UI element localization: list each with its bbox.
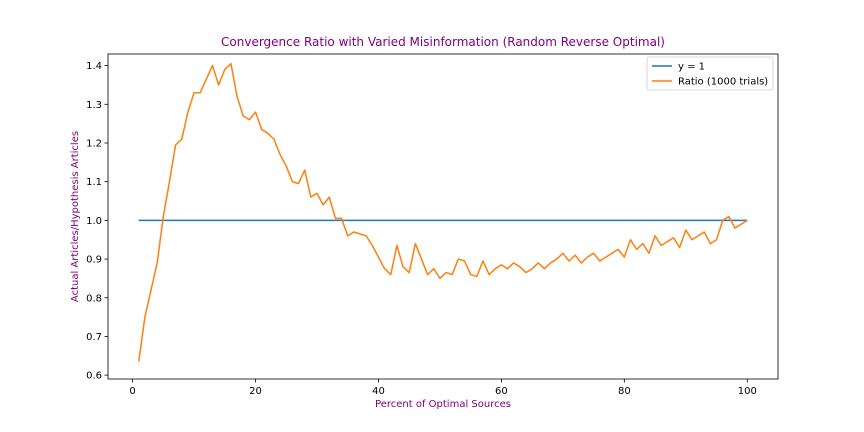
y-tick-label: 1.2 xyxy=(86,138,102,149)
x-tick-label: 60 xyxy=(495,386,508,397)
x-tick-label: 80 xyxy=(618,386,631,397)
axes-frame xyxy=(107,53,779,380)
y-tick-label: 0.6 xyxy=(86,371,102,382)
x-tick-label: 40 xyxy=(372,386,385,397)
x-tick-label: 20 xyxy=(249,386,262,397)
series-line-ratio xyxy=(137,62,748,362)
x-tick-label: 0 xyxy=(129,386,135,397)
y-tick-label: 1.4 xyxy=(86,61,102,72)
y-tick-label: 1.1 xyxy=(86,177,102,188)
y-tick-label: 0.9 xyxy=(86,255,102,266)
y-axis-label: Actual Articles/Hypothesis Articles xyxy=(70,131,81,302)
chart-title: Convergence Ratio with Varied Misinforma… xyxy=(221,35,665,49)
legend-box xyxy=(646,56,774,91)
legend-label: y = 1 xyxy=(678,62,705,73)
y-tick-label: 1.0 xyxy=(86,216,102,227)
y-tick-label: 0.7 xyxy=(86,332,102,343)
x-axis-label: Percent of Optimal Sources xyxy=(375,399,511,410)
legend-label: Ratio (1000 trials) xyxy=(678,77,768,88)
y-tick-label: 1.3 xyxy=(86,100,102,111)
axis-ticks: 0 20 40 60 80 100 0.6 0.7 0.8 0.9 1.0 1.1 1.2 1.3 1.4 xyxy=(86,61,757,397)
x-tick-label: 100 xyxy=(738,386,757,397)
legend: y = 1 Ratio (1000 trials) xyxy=(646,56,774,91)
y-tick-label: 0.8 xyxy=(86,293,102,304)
data-lines xyxy=(137,62,748,362)
